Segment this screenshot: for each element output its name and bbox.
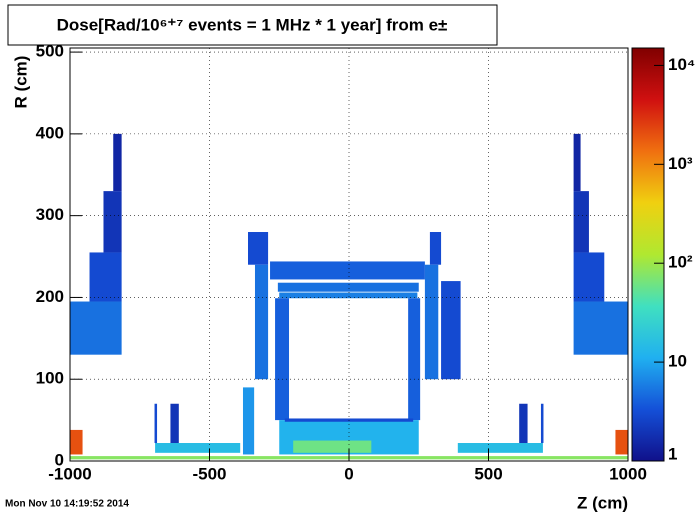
heatmap-cell <box>519 403 528 444</box>
heatmap-cell <box>254 264 269 380</box>
heatmap-cell <box>279 292 418 299</box>
timestamp: Mon Nov 10 14:19:52 2014 <box>5 499 129 510</box>
heatmap-cell <box>270 261 425 280</box>
chart-title: Dose[Rad/10⁶⁺⁷ events = 1 MHz * 1 year] … <box>57 15 448 34</box>
heatmap-cell <box>441 281 461 380</box>
heatmap-cell <box>103 191 122 253</box>
heatmap-cell <box>70 429 83 455</box>
heatmap-cell <box>70 301 122 355</box>
heatmap-cell <box>275 298 290 421</box>
y-tick-label: 0 <box>55 450 64 469</box>
heatmap-cell <box>242 387 255 455</box>
heatmap-cell <box>429 232 442 265</box>
color-bar-label: 10³ <box>668 154 693 173</box>
heatmap-cell <box>155 443 241 453</box>
x-axis-title: Z (cm) <box>577 493 628 512</box>
heatmap-cell <box>540 403 544 444</box>
color-bar-label: 10² <box>668 253 693 272</box>
heatmap-cell <box>573 133 581 192</box>
heatmap-cell <box>573 191 589 253</box>
x-tick-label: -1000 <box>48 464 91 483</box>
y-tick-label: 500 <box>36 42 64 61</box>
heatmap-cell <box>457 443 543 453</box>
y-tick-label: 200 <box>36 287 64 306</box>
y-tick-label: 300 <box>36 205 64 224</box>
heatmap-cell <box>170 403 179 444</box>
y-tick-label: 400 <box>36 123 64 142</box>
heatmap-cell <box>615 429 628 455</box>
plot-border <box>69 47 629 462</box>
color-bar <box>631 47 665 462</box>
color-bar-label: 10⁴ <box>668 55 695 74</box>
heatmap-cell <box>89 252 122 302</box>
x-tick-label: -500 <box>192 464 226 483</box>
heatmap-cell <box>293 440 372 453</box>
x-tick-label: 1000 <box>609 464 647 483</box>
plot-frame <box>70 48 628 461</box>
heatmap-cell <box>113 133 122 192</box>
heatmap-cell <box>248 232 269 265</box>
x-tick-label: 500 <box>474 464 502 483</box>
y-axis-title: R (cm) <box>11 56 30 109</box>
heatmap-cell <box>408 298 421 421</box>
heatmap-cell <box>573 252 605 302</box>
color-bar-label: 10 <box>668 352 687 371</box>
heatmap-cell <box>154 403 158 444</box>
color-bar-label: 1 <box>668 444 677 463</box>
heatmap-cell <box>424 264 439 380</box>
x-tick-label: 0 <box>344 464 353 483</box>
y-tick-label: 100 <box>36 369 64 388</box>
title-box <box>7 4 498 46</box>
heatmap-cell <box>277 282 419 292</box>
heatmap-cell <box>573 301 628 355</box>
